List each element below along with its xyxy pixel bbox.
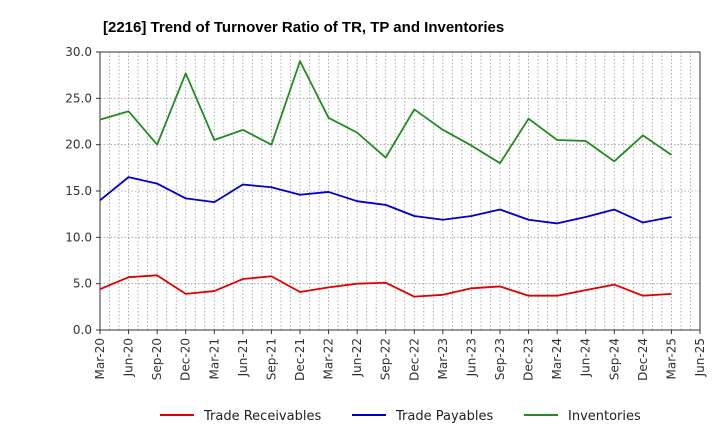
x-tick-label: Sep-21: [264, 338, 278, 380]
x-tick-label: Dec-23: [522, 338, 536, 381]
x-tick-label: Sep-22: [379, 338, 393, 380]
x-axis: Mar-20 Jun-20 Sep-20 Dec-20 Mar-21 Jun-21 Sep-…: [93, 330, 707, 381]
y-tick-label: 5.0: [73, 277, 92, 291]
x-tick-label: Mar-25: [664, 338, 678, 379]
x-tick-label: Jun-23: [464, 338, 478, 377]
x-tick-label: Mar-23: [436, 338, 450, 379]
x-tick-label: Sep-20: [150, 338, 164, 380]
y-tick-label: 0.0: [73, 323, 92, 337]
series-line-trade-payables: [99, 176, 672, 225]
legend-item: Trade Payables: [352, 409, 493, 424]
legend-label: Inventories: [568, 409, 641, 424]
plot-frame: [99, 51, 701, 331]
series-line-trade-receivables: [99, 274, 672, 298]
chart-title: [2216] Trend of Turnover Ratio of TR, TP…: [103, 19, 504, 36]
x-tick-label: Jun-25: [693, 338, 707, 377]
grid: [100, 52, 700, 330]
x-tick-label: Sep-23: [493, 338, 507, 380]
x-tick-label: Dec-21: [293, 338, 307, 381]
legend: Trade Receivables Trade Payables Inventori…: [160, 409, 641, 424]
x-tick-label: Mar-21: [207, 338, 221, 379]
x-tick-label: Dec-20: [179, 338, 193, 381]
legend-item: Inventories: [524, 409, 641, 424]
x-tick-label: Dec-24: [636, 338, 650, 381]
y-tick-label: 25.0: [65, 91, 92, 105]
x-tick-label: Dec-22: [407, 338, 421, 381]
x-tick-label: Jun-22: [350, 338, 364, 377]
legend-label: Trade Payables: [395, 409, 493, 424]
y-tick-label: 15.0: [65, 184, 92, 198]
series-line-inventories: [99, 60, 672, 165]
y-tick-label: 30.0: [65, 45, 92, 59]
y-tick-label: 20.0: [65, 138, 92, 152]
series-lines: [99, 60, 672, 298]
y-axis: 0.0 5.0 10.0 15.0 20.0 25.0 30.0: [65, 45, 100, 337]
x-tick-label: Jun-24: [579, 338, 593, 377]
x-tick-label: Mar-20: [93, 338, 107, 379]
legend-label: Trade Receivables: [203, 409, 321, 424]
x-tick-label: Jun-20: [122, 338, 136, 377]
x-tick-label: Mar-24: [550, 338, 564, 379]
x-tick-label: Mar-22: [322, 338, 336, 379]
x-tick-label: Sep-24: [607, 338, 621, 380]
x-tick-label: Jun-21: [236, 338, 250, 377]
legend-item: Trade Receivables: [160, 409, 321, 424]
y-tick-label: 10.0: [65, 230, 92, 244]
